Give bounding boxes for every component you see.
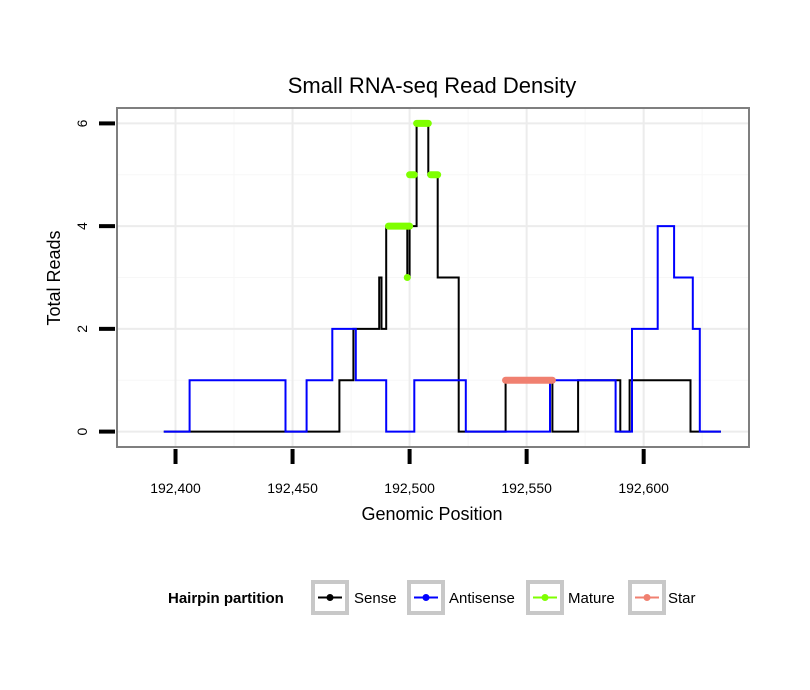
legend-label-mature: Mature (568, 590, 615, 607)
legend-title: Hairpin partition (168, 590, 284, 607)
sense-line (163, 122, 721, 433)
x-tick-label: 192,450 (267, 480, 318, 496)
legend-label-star: Star (668, 590, 696, 607)
y-tick-label: 2 (74, 325, 90, 333)
y-tick-label: 0 (74, 427, 90, 435)
y-tick-label: 4 (74, 222, 90, 230)
legend-item-mature: Mature (526, 580, 615, 615)
legend-key-point (326, 594, 334, 601)
x-tick-label: 192,550 (501, 480, 552, 496)
plot-area: 192,400 192,450 192,500 192,550 192,600 0 2 4 6 (74, 107, 750, 496)
x-tick-label: 192,400 (150, 480, 201, 496)
legend-item-sense: Sense (311, 580, 397, 615)
plot-border (116, 107, 750, 448)
x-axis-title: Genomic Position (361, 504, 502, 524)
legend-key-point (541, 594, 549, 601)
chart-title: Small RNA-seq Read Density (288, 73, 577, 98)
mature-point (403, 274, 411, 281)
y-tick-label: 6 (74, 119, 90, 127)
legend: Hairpin partition Sense Antisense Mature St… (168, 580, 696, 615)
x-tick-label: 192,600 (618, 480, 669, 496)
x-tick-label: 192,500 (384, 480, 435, 496)
legend-key-point (422, 594, 430, 601)
antisense-line (163, 225, 721, 433)
legend-item-star: Star (628, 580, 696, 615)
y-axis-title: Total Reads (44, 230, 64, 325)
legend-key-point (643, 594, 651, 601)
legend-item-antisense: Antisense (407, 580, 515, 615)
legend-label-antisense: Antisense (449, 590, 515, 607)
legend-label-sense: Sense (354, 590, 397, 607)
